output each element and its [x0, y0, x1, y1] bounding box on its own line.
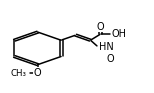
Text: O: O — [34, 68, 42, 78]
Text: OH: OH — [112, 29, 127, 39]
Text: O: O — [97, 22, 104, 32]
Text: O: O — [107, 54, 114, 64]
Text: HN: HN — [99, 42, 113, 52]
Text: CH₃: CH₃ — [11, 69, 27, 77]
